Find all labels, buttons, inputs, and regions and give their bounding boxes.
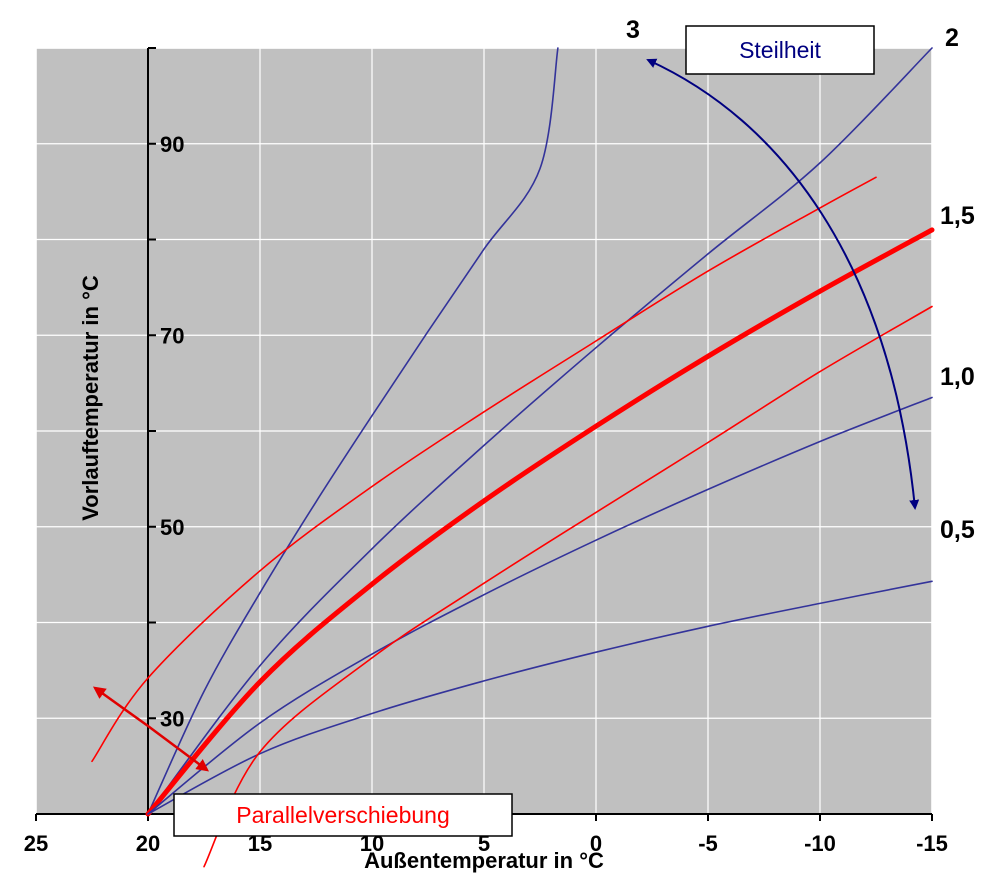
x-tick-label: -5	[698, 831, 718, 856]
curve-label: 2	[945, 24, 959, 52]
x-axis-title: Außentemperatur in °C	[364, 848, 604, 873]
x-tick-label: -15	[916, 831, 948, 856]
x-tick-label: 25	[24, 831, 48, 856]
curve-label: 3	[626, 16, 640, 44]
series-line-0	[147, 47, 559, 815]
series-line-4	[147, 580, 933, 815]
y-tick-label: 70	[160, 323, 184, 348]
curve-label: 0,5	[940, 516, 975, 544]
y-tick-label: 50	[160, 515, 184, 540]
steilheit-arrow	[646, 58, 920, 510]
curve-label: 1,5	[940, 202, 975, 230]
y-axis-title: Vorlauftemperatur in °C	[78, 275, 103, 521]
steilheit-box	[685, 25, 875, 75]
parallelverschiebung-box	[173, 793, 513, 837]
curve-label: 1,0	[940, 363, 975, 391]
x-tick-label: 20	[136, 831, 160, 856]
steilheit-label: Steilheit	[739, 37, 821, 63]
parallel-arrow-up	[92, 686, 149, 728]
y-tick-label: 90	[160, 132, 184, 157]
x-tick-label: -10	[804, 831, 836, 856]
x-tick-label: 0	[590, 831, 602, 856]
parallel-arrow-down	[147, 724, 210, 772]
parallelverschiebung-label: Parallelverschiebung	[236, 802, 450, 828]
y-tick-label: 30	[160, 706, 184, 731]
x-tick-label: 5	[478, 831, 490, 856]
